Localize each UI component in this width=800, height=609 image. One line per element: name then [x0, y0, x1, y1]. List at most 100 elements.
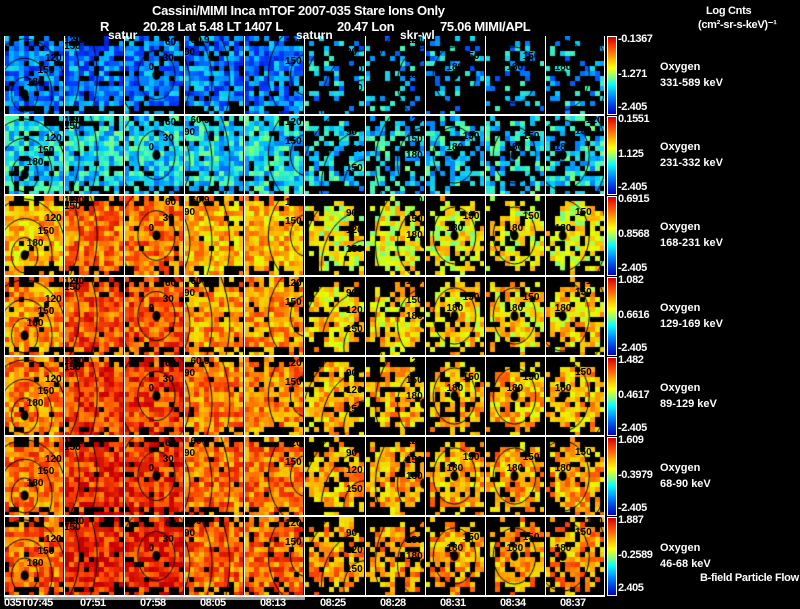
energy-range-label: 129-169 keV	[660, 318, 723, 330]
colorbar-mid-label: 0.8568	[618, 228, 650, 240]
contour-label: 60	[165, 36, 177, 48]
contour-label: 120	[346, 64, 363, 76]
contour-label: 120	[406, 357, 423, 368]
image-panel: 0 30 60	[124, 517, 183, 595]
contour-label: 0	[148, 303, 154, 314]
contour-label: 60	[190, 277, 202, 287]
particle-flux-image	[4, 36, 63, 114]
image-panel: 90 60 9	[184, 517, 243, 595]
contour-label: 120	[45, 52, 62, 64]
image-panel: 180 150 120	[4, 517, 63, 595]
image-panel: 120 150 180	[365, 437, 424, 515]
particle-flux-image	[64, 277, 123, 355]
image-panel: 180 150	[485, 437, 544, 515]
particle-flux-image	[244, 116, 303, 194]
colorbar-mid-label: 1.125	[618, 148, 644, 160]
image-panel: 150 120 90	[64, 36, 123, 114]
contour-label: 150	[285, 296, 302, 308]
contour-label: 60	[165, 517, 177, 529]
contour-label: 120	[45, 453, 62, 465]
particle-flux-image	[425, 437, 484, 515]
contour-label: 90	[184, 287, 196, 299]
particle-flux-image	[244, 196, 303, 275]
contour-label: 60	[190, 196, 202, 206]
image-panel: 150 120 90	[304, 437, 364, 515]
image-panel: 150 120 90	[304, 277, 364, 355]
contour-label: 120	[64, 196, 81, 206]
contour-label: 180	[554, 383, 572, 394]
time-tick-label: 035T07:45	[4, 597, 53, 609]
contour-label: 150	[346, 564, 363, 576]
image-panel: 180 150 120	[545, 357, 604, 435]
image-panel: 180 150 120	[4, 437, 63, 515]
contour-label: 180	[26, 398, 44, 410]
contour-label: 150	[462, 211, 480, 223]
particle-flux-image	[64, 437, 123, 515]
contour-label: 60	[190, 437, 202, 447]
image-panel: 150 120 90	[64, 517, 123, 595]
image-panel: 150 120 90	[304, 196, 364, 275]
contour-label: 60	[165, 277, 177, 289]
contour-label: 120	[64, 517, 81, 527]
time-tick-label: 08:25	[320, 597, 346, 609]
contour-label: 150	[522, 50, 540, 62]
contour-label: 150	[522, 291, 540, 303]
colorbar-mid-label: -0.3979	[618, 469, 653, 481]
particle-flux-image	[244, 437, 303, 515]
contour-label: 120	[586, 517, 603, 527]
contour-label: 150	[37, 546, 55, 558]
particle-flux-image	[425, 517, 484, 595]
contour-label: 120	[346, 224, 363, 236]
image-panel: 180 150 120	[545, 437, 604, 515]
contour-label: 90	[73, 357, 85, 367]
contour-label: 150	[346, 83, 363, 95]
contour-label: 150	[522, 130, 540, 142]
contour-label: 180	[26, 478, 44, 490]
position-readout: 20.28 Lat 5.48 LT 1407 L	[143, 19, 283, 34]
contour-label: 180	[506, 303, 524, 314]
energy-range-label: 231-332 keV	[660, 157, 723, 169]
row-label: Oxygen 89-129 keV	[660, 380, 717, 412]
image-panel: 180 150	[485, 116, 544, 194]
column-divider	[604, 36, 605, 597]
colorbar-mid-label: 0.6616	[618, 309, 650, 321]
particle-flux-image	[4, 437, 63, 515]
contour-label: 180	[554, 222, 572, 234]
contour-label: 90	[184, 447, 196, 459]
energy-range-label: 68-90 keV	[660, 478, 711, 490]
colorbar-mid-label: -0.2589	[618, 549, 653, 561]
particle-flux-image	[184, 277, 243, 355]
colorbar	[607, 277, 617, 356]
time-tick-label: 08:37	[560, 597, 586, 609]
image-panel: 180 150 120	[4, 36, 63, 114]
units-label: Log Cnts	[706, 5, 752, 17]
column-divider	[184, 36, 185, 597]
particle-flux-image	[304, 277, 364, 355]
contour-label: 30	[162, 213, 174, 225]
contour-label: 90	[73, 196, 85, 206]
contour-label: 120	[45, 212, 62, 224]
row-label: Oxygen 46-68 keV	[660, 540, 711, 572]
contour-label: 120	[64, 437, 81, 447]
contour-label: 120	[285, 277, 302, 289]
particle-flux-image	[64, 357, 123, 435]
contour-label: 150	[346, 163, 363, 175]
row-label: Oxygen 168-231 keV	[660, 219, 723, 251]
particle-flux-image	[304, 357, 364, 435]
contour-label: 150	[64, 281, 81, 293]
overlay-skr: skr-wl	[400, 28, 435, 42]
particle-flux-image	[124, 116, 183, 194]
contour-label: 150	[285, 135, 302, 147]
contour-label: 150	[346, 484, 363, 496]
image-panel: 150 120 90	[304, 36, 364, 114]
contour-label: 30	[162, 454, 174, 466]
image-panel: 90 60 9	[184, 357, 243, 435]
image-panel: 0 30 60	[124, 196, 183, 275]
particle-flux-image	[485, 196, 544, 275]
contour-label: 9	[204, 196, 210, 206]
colorbar-max-label: 1.482	[618, 354, 644, 366]
contour-label: 150	[406, 535, 423, 547]
column-divider	[64, 36, 65, 597]
contour-label: 120	[346, 385, 363, 397]
contour-label: 0	[148, 463, 154, 474]
